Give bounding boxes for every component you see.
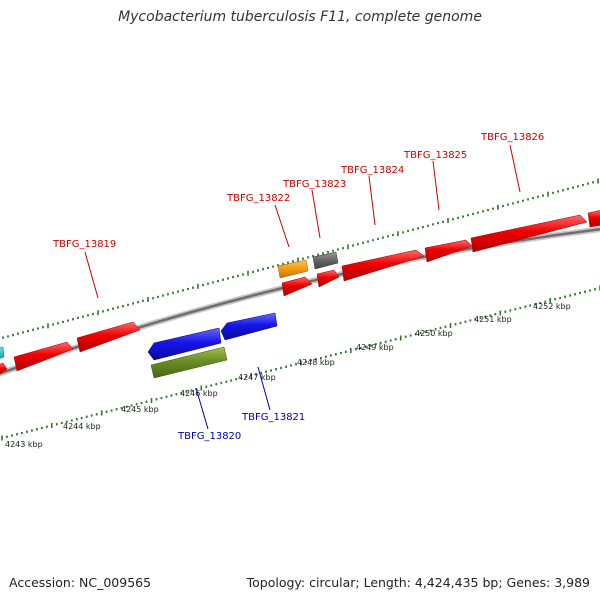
gene-label[interactable]: TBFG_13822 [226,193,290,204]
gene-arrow[interactable] [76,321,141,353]
tick-row-upper [2,178,599,339]
gene-label[interactable]: TBFG_13824 [340,165,404,176]
gene-label[interactable]: TBFG_13823 [282,179,346,190]
gene-arrow[interactable] [341,249,425,282]
gene-labels: TBFG_13819 TBFG_13822 TBFG_13823 TBFG_13… [52,132,544,442]
gene-box-teal[interactable] [0,346,5,360]
kbp-label: 4250 kbp [415,329,453,338]
kbp-label: 4252 kbp [533,302,571,311]
gene-arrow[interactable] [470,214,588,253]
gene-arrow[interactable] [281,276,313,297]
gene-label[interactable]: TBFG_13821 [241,412,305,423]
kbp-label: 4246 kbp [180,389,218,398]
accession-label: Accession: NC_009565 [9,575,152,590]
tick-row-lower [1,285,600,441]
kbp-label: 4248 kbp [297,358,335,367]
label-leaders [84,144,521,430]
gene-arrow[interactable] [587,210,600,228]
kbp-labels: 4243 kbp 4244 kbp 4245 kbp 4246 kbp 4247… [5,302,571,449]
kbp-label: 4243 kbp [5,440,43,449]
kbp-label: 4245 kbp [121,405,159,414]
gene-box-gray[interactable] [312,251,339,270]
kbp-label: 4244 kbp [63,422,101,431]
gene-arrow[interactable] [147,327,222,361]
forward-genes [0,210,600,376]
gene-label[interactable]: TBFG_13820 [177,431,241,442]
gene-box-orange[interactable] [277,259,309,279]
reverse-genes [147,312,278,379]
gene-box-olive[interactable] [150,346,228,379]
kbp-label: 4251 kbp [474,315,512,324]
genome-backbone-core [0,227,600,375]
gene-arrow[interactable] [13,341,74,372]
map-title: Mycobacterium tuberculosis F11, complete… [118,9,482,25]
topology-label: Topology: circular; Length: 4,424,435 bp… [246,575,590,590]
genome-backbone [0,226,600,377]
gene-arrow[interactable] [220,312,278,341]
gene-label[interactable]: TBFG_13826 [480,132,544,143]
gene-arrow[interactable] [316,269,340,288]
kbp-label: 4249 kbp [356,343,394,352]
gene-label[interactable]: TBFG_13819 [52,239,116,250]
gene-label[interactable]: TBFG_13825 [403,150,467,161]
kbp-label: 4247 kbp [238,373,276,382]
gene-arrow[interactable] [0,362,8,376]
